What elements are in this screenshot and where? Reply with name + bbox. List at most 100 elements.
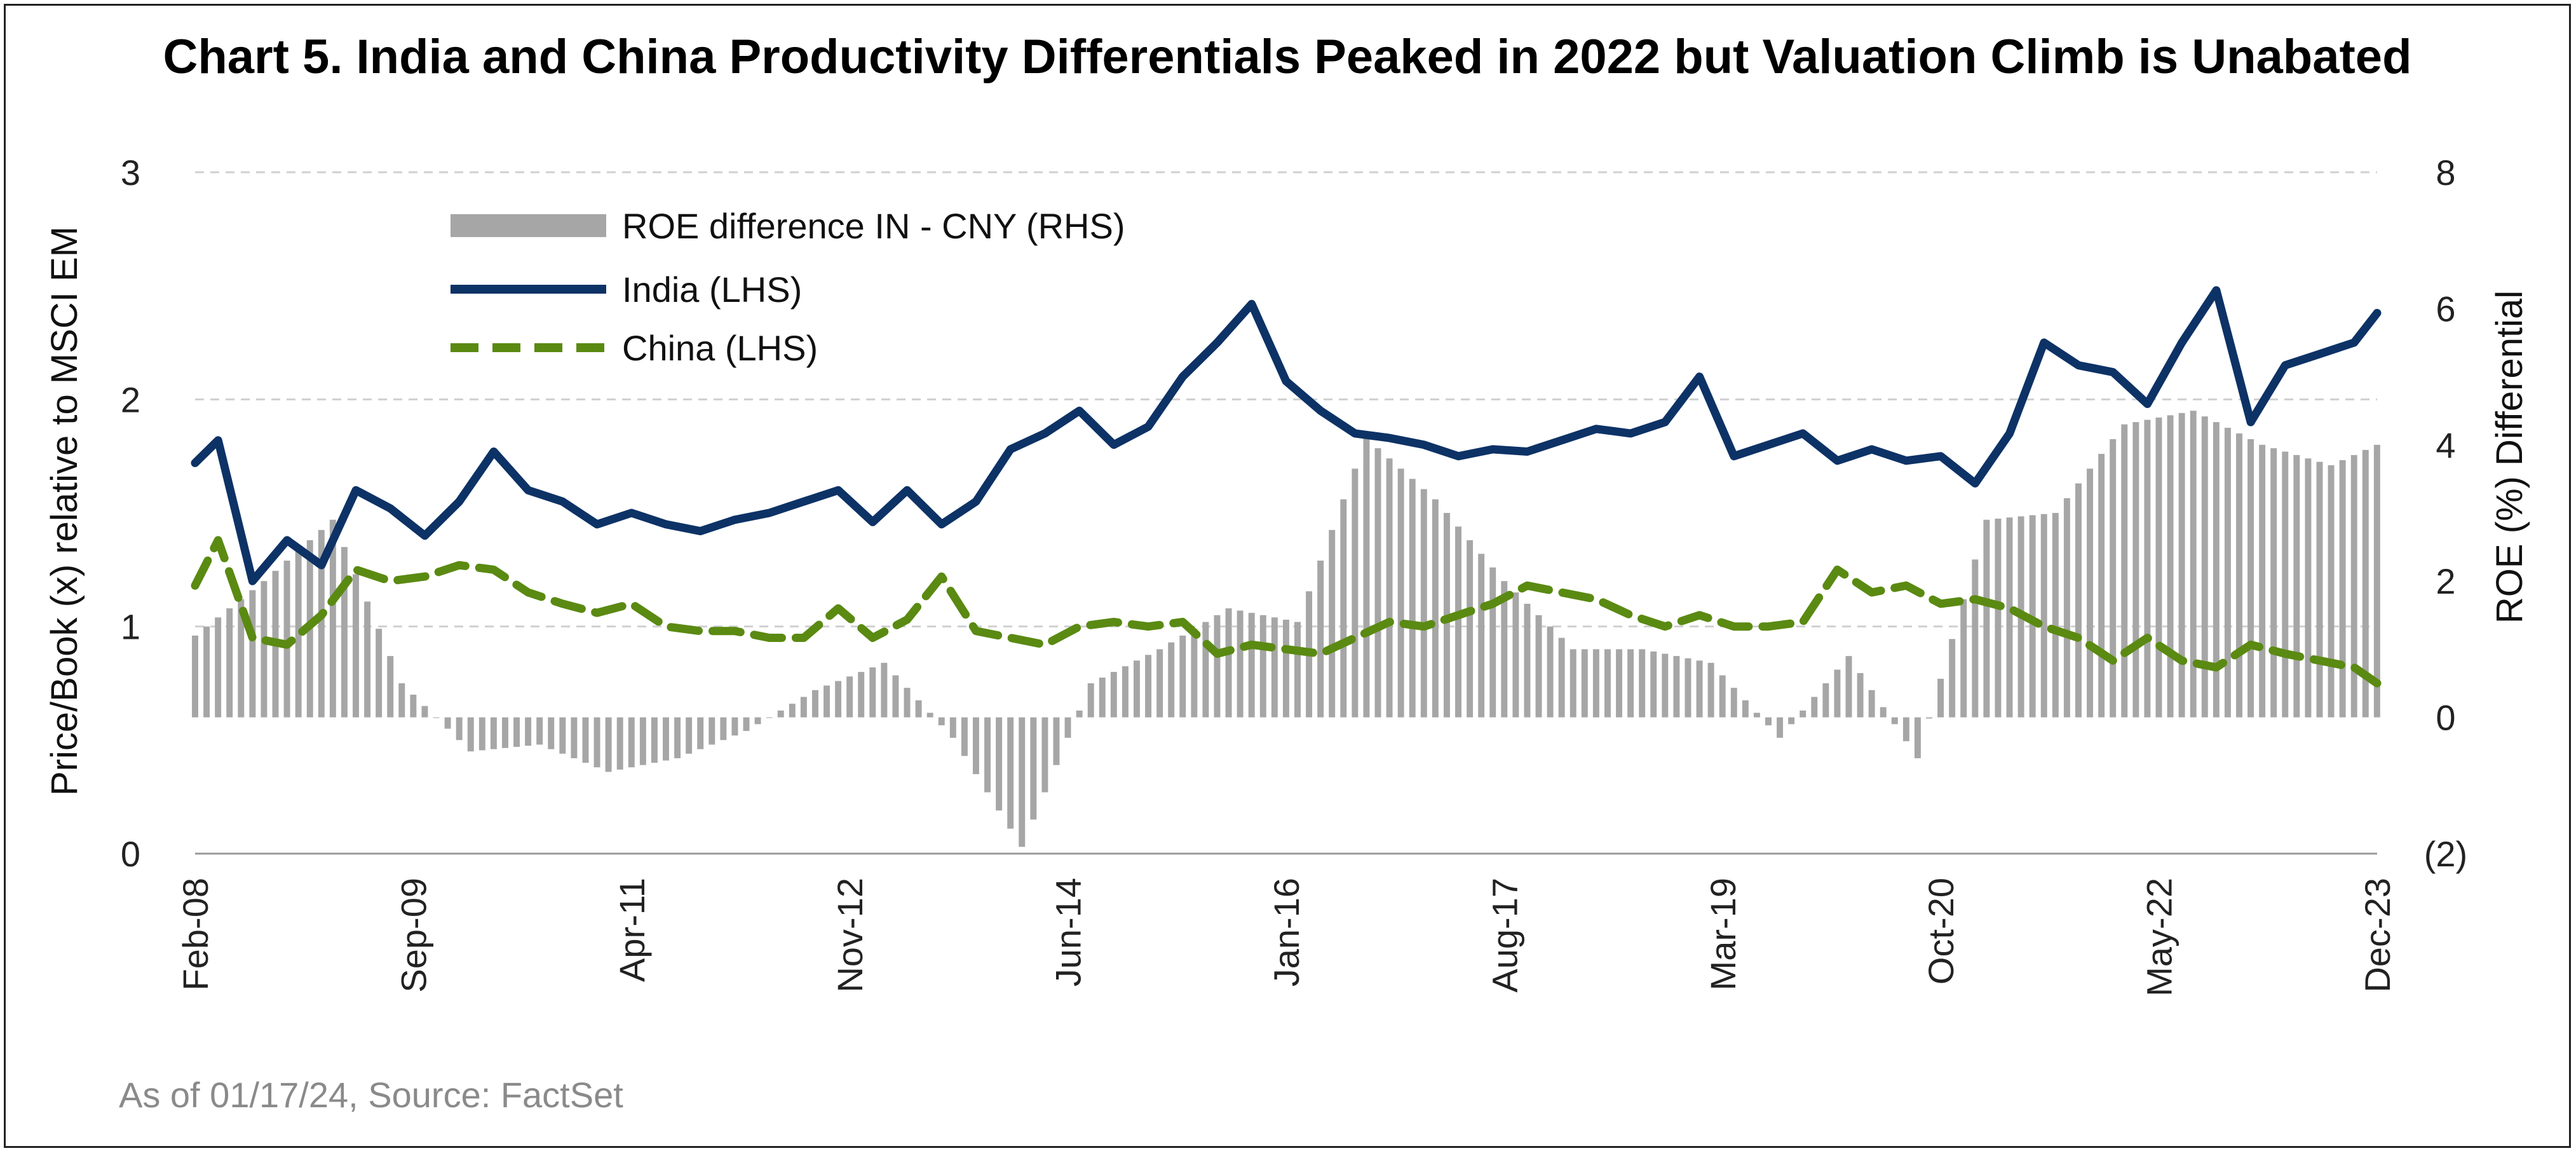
roe-bar [1662,653,1669,718]
roe-bar [571,717,578,758]
roe-bar [1064,717,1071,738]
roe-bar [2339,460,2346,718]
india-line [191,286,2382,585]
x-tick-label: Mar-19 [1703,878,1743,990]
roe-bar [2316,461,2323,718]
roe-bar [674,717,681,758]
roe-bar [663,717,669,761]
x-tick-label: Sep-09 [393,878,433,993]
roe-bar [1168,642,1175,718]
roe-bar [697,717,704,749]
roe-bar [1134,660,1140,718]
roe-bar [353,574,359,718]
roe-bar [708,717,715,745]
legend-swatch-roe [451,214,606,237]
roe-bar [226,608,233,718]
x-axis-ticks: Feb-08 Sep-09 Apr-11 Nov-12 Jun-14 Jan-16 Aug-… [175,878,2397,997]
roe-bar [249,590,256,718]
roe-bar [1409,479,1416,718]
roe-bar [1616,649,1623,718]
roe-bar [2144,420,2151,718]
roe-bar [1420,489,1427,718]
roe-bar [605,717,612,772]
roe-bar [1777,717,1784,738]
roe-bar [1592,649,1599,718]
roe-bar [2178,413,2185,718]
roe-bar [1053,717,1060,765]
roe-bar [1374,448,1381,718]
roe-bar [1891,717,1898,725]
roe-bar [1271,617,1278,718]
roe-bar [2328,465,2335,718]
roe-bar [1076,710,1083,718]
roe-bar [938,717,945,726]
roe-bar [2373,444,2380,718]
roe-bar [1340,499,1347,718]
roe-bar [1501,581,1508,718]
roe-bar [1282,619,1289,718]
roe-bar [410,694,417,718]
roe-bar [789,704,796,718]
roe-bar [1386,458,1393,718]
roe-bar [1294,622,1301,718]
source-note: As of 01/17/24, Source: FactSet [119,1075,623,1115]
roe-bar [1960,599,1967,718]
roe-bar [2167,415,2174,718]
legend-label-india: India (LHS) [622,269,802,310]
x-tick-label: Oct-20 [1921,878,1961,985]
roe-bar [2098,454,2105,718]
roe-bar [2155,417,2162,718]
roe-bar [1845,656,1852,718]
roe-bar [467,717,474,752]
roe-bar [513,717,520,747]
roe-bar [2087,468,2094,718]
roe-bar [238,599,245,718]
roe-bar [203,626,210,718]
roe-bar [926,713,933,718]
left-tick-label: 1 [121,607,140,647]
roe-bar [1041,717,1048,793]
left-axis-label: Price/Book (x) relative to MSCI EM [44,226,85,796]
roe-bar [1949,639,1956,718]
roe-bar [1983,519,1990,718]
roe-bar [2224,428,2231,718]
roe-bar [1937,678,1944,718]
roe-bar [2040,514,2047,718]
roe-bar [1329,529,1336,718]
roe-bar [2350,454,2357,718]
roe-bar [1800,710,1807,718]
roe-bar [2110,439,2117,718]
left-tick-label: 3 [121,153,140,193]
roe-bar [1524,603,1531,718]
roe-bar [777,710,784,718]
roe-bar [904,688,911,718]
roe-bar [1179,635,1186,718]
grid-lines [195,171,2377,855]
roe-bar [295,550,302,718]
roe-bar [341,547,348,718]
x-tick-label: Dec-23 [2357,878,2397,993]
roe-bar [1122,666,1129,718]
roe-bar [1512,592,1519,718]
roe-bar [2362,449,2369,718]
legend-label-china: China (LHS) [622,328,818,368]
roe-bar [421,706,428,718]
roe-bar [639,717,646,765]
right-tick-label: 2 [2436,561,2455,601]
roe-bar [548,717,555,749]
roe-bar [800,697,807,718]
roe-bar [490,717,497,749]
roe-bar [318,529,325,718]
roe-bar [261,581,268,718]
roe-bar [1317,561,1324,718]
roe-bar [686,717,693,754]
left-tick-label: 2 [121,379,140,420]
right-tick-label: 8 [2436,153,2455,193]
roe-bar [2247,439,2254,718]
roe-bar [1707,662,1714,718]
roe-bar [329,519,336,718]
roe-bar [2190,411,2197,718]
roe-bar [811,690,818,718]
roe-bar [1455,526,1461,718]
roe-bar [1811,697,1818,718]
